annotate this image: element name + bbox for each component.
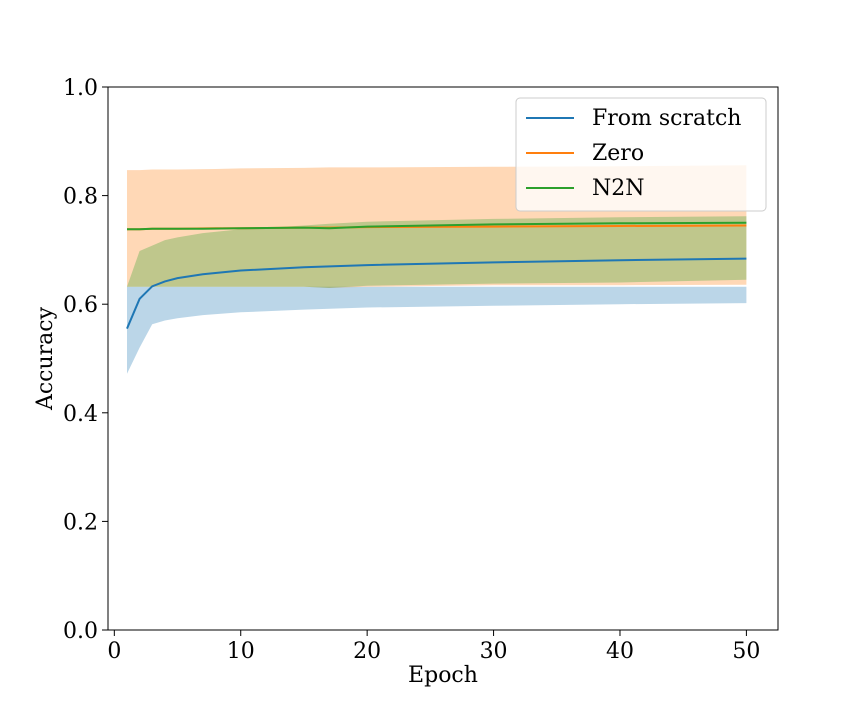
y-axis-ticks: 0.0 0.2 0.4 0.6 0.8 1.0	[63, 76, 108, 644]
y-axis-label: Accuracy	[33, 306, 58, 411]
x-axis-label: Epoch	[408, 663, 478, 688]
x-tick-label: 10	[227, 639, 255, 664]
plot-area-frame	[107, 86, 779, 631]
y-tick-label: 1.0	[63, 76, 98, 101]
y-tick-label: 0.0	[63, 619, 98, 644]
legend-box	[515, 97, 767, 212]
series-line-from-scratch	[126, 257, 747, 329]
x-axis-ticks: 0 10 20 30 40 50	[107, 630, 760, 664]
x-tick-label: 30	[480, 639, 508, 664]
y-tick-label: 0.8	[63, 185, 98, 210]
confidence-band-from-scratch	[127, 286, 747, 374]
confidence-band-n2n	[127, 216, 747, 288]
y-tick-label: 0.2	[63, 510, 98, 535]
series-lines	[126, 221, 747, 329]
x-tick-label: 50	[732, 639, 760, 664]
x-tick-label: 0	[107, 639, 121, 664]
legend-label: N2N	[592, 176, 645, 201]
legend-label: Zero	[592, 141, 644, 166]
y-tick-label: 0.4	[63, 402, 98, 427]
x-tick-label: 20	[353, 639, 381, 664]
y-tick-label: 0.6	[63, 293, 98, 318]
legend: From scratch Zero N2N	[515, 97, 767, 212]
legend-label: From scratch	[592, 106, 741, 131]
series-line-n2n	[127, 221, 747, 231]
x-tick-label: 40	[606, 639, 634, 664]
